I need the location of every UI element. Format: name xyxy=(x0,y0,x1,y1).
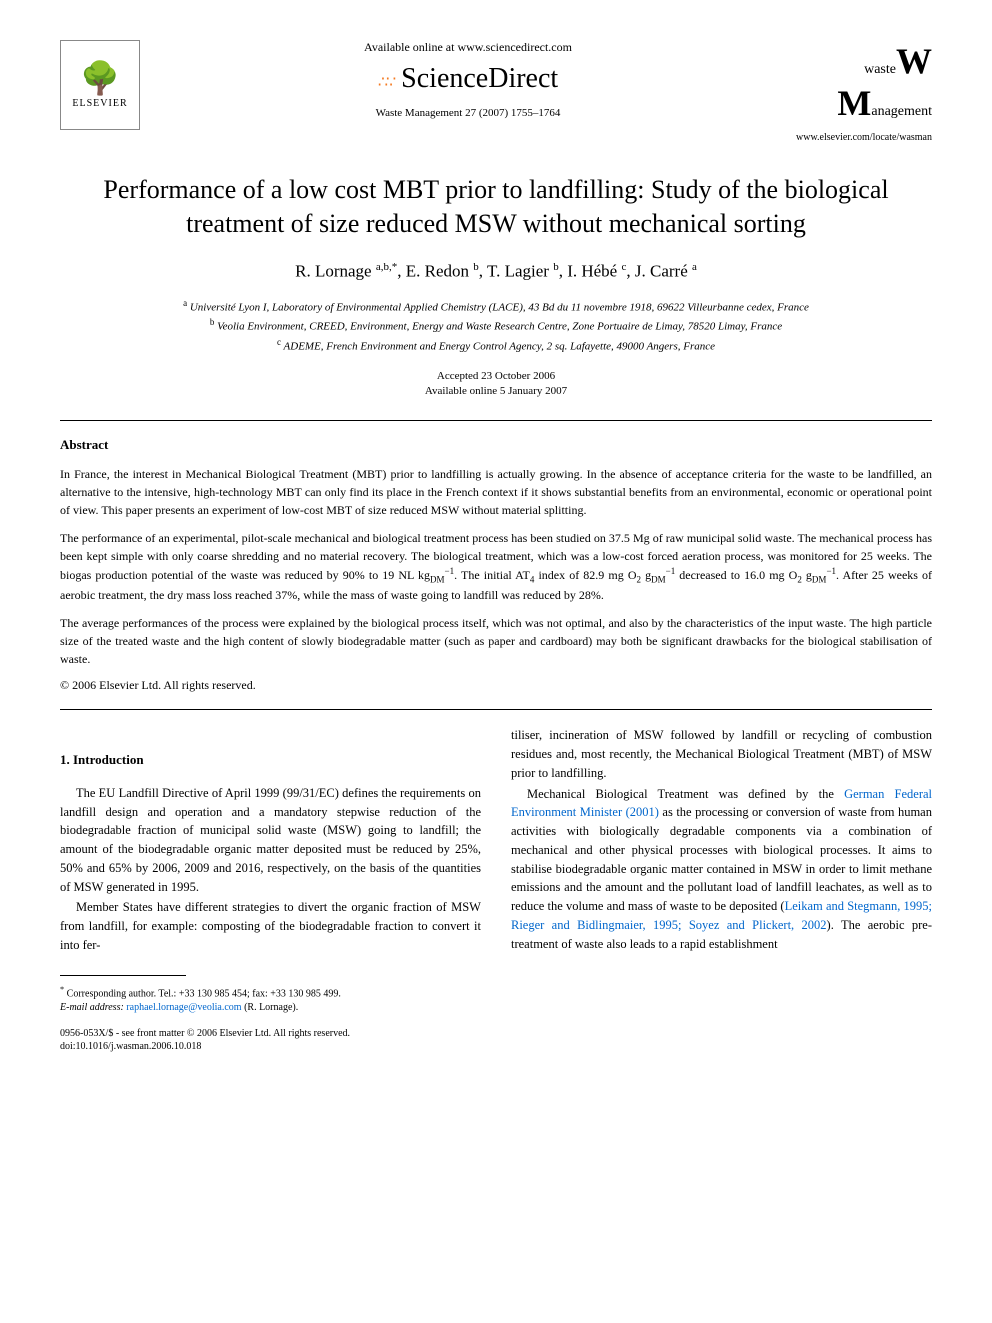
abstract-p2-2: . The initial AT xyxy=(454,568,530,582)
dates-block: Accepted 23 October 2006 Available onlin… xyxy=(60,369,932,400)
abstract-p2-sup3: −1 xyxy=(826,566,836,576)
body-col1-p2: Member States have different strategies … xyxy=(60,898,481,954)
author-5-sup: a xyxy=(692,261,697,273)
abstract-p2-sub1: DM xyxy=(430,574,445,584)
affiliations: a Université Lyon I, Laboratory of Envir… xyxy=(60,297,932,354)
paper-title: Performance of a low cost MBT prior to l… xyxy=(60,173,932,241)
author-2: , E. Redon xyxy=(397,261,473,280)
email-name: (R. Lornage). xyxy=(242,1002,299,1013)
abstract-p2-sup2: −1 xyxy=(666,566,676,576)
available-online-text: Available online at www.sciencedirect.co… xyxy=(140,40,796,55)
email-link[interactable]: raphael.lornage@veolia.com xyxy=(126,1002,241,1013)
email-label: E-mail address: xyxy=(60,1002,126,1013)
body-column-right: tiliser, incineration of MSW followed by… xyxy=(511,726,932,1053)
body-column-left: 1. Introduction The EU Landfill Directiv… xyxy=(60,726,481,1053)
abstract-p2: The performance of an experimental, pilo… xyxy=(60,529,932,605)
journal-waste-text: waste xyxy=(864,62,896,77)
journal-logo-block: wasteW Management www.elsevier.com/locat… xyxy=(796,40,932,143)
body-col2-p1: tiliser, incineration of MSW followed by… xyxy=(511,726,932,782)
author-1-sup: a,b,* xyxy=(376,261,397,273)
affiliation-a: a Université Lyon I, Laboratory of Envir… xyxy=(60,297,932,316)
abstract-p1: In France, the interest in Mechanical Bi… xyxy=(60,465,932,519)
author-1: R. Lornage xyxy=(295,261,376,280)
journal-url: www.elsevier.com/locate/wasman xyxy=(796,132,932,143)
corresponding-author: * Corresponding author. Tel.: +33 130 98… xyxy=(60,984,481,1015)
affiliation-c: c ADEME, French Environment and Energy C… xyxy=(60,336,932,355)
accepted-date: Accepted 23 October 2006 xyxy=(60,369,932,384)
issn-line: 0956-053X/$ - see front matter © 2006 El… xyxy=(60,1027,481,1040)
affiliation-b: b Veolia Environment, CREED, Environment… xyxy=(60,316,932,335)
body-col2-p2-2: as the processing or conversion of waste… xyxy=(511,805,932,913)
affiliation-b-text: Veolia Environment, CREED, Environment, … xyxy=(217,321,782,333)
author-3: , T. Lagier xyxy=(479,261,553,280)
abstract-p2-3: index of 82.9 mg O xyxy=(534,568,636,582)
abstract-p2-sub6: DM xyxy=(812,574,827,584)
abstract-p2-5: decreased to 16.0 mg O xyxy=(675,568,797,582)
corresponding-text: Corresponding author. Tel.: +33 130 985 … xyxy=(64,988,341,999)
footer-bottom: 0956-053X/$ - see front matter © 2006 El… xyxy=(60,1027,481,1053)
affiliation-c-text: ADEME, French Environment and Energy Con… xyxy=(284,340,715,352)
header-row: 🌳 ELSEVIER Available online at www.scien… xyxy=(60,40,932,143)
footer-divider xyxy=(60,975,186,976)
copyright-line: © 2006 Elsevier Ltd. All rights reserved… xyxy=(60,678,932,693)
abstract-heading: Abstract xyxy=(60,437,932,453)
journal-w-icon: W xyxy=(896,41,932,81)
journal-citation: Waste Management 27 (2007) 1755–1764 xyxy=(140,107,796,119)
center-header: Available online at www.sciencedirect.co… xyxy=(140,40,796,119)
section-1-heading: 1. Introduction xyxy=(60,750,481,770)
abstract-p2-sub4: DM xyxy=(651,574,666,584)
abstract-p3: The average performances of the process … xyxy=(60,614,932,668)
sciencedirect-text: ScienceDirect xyxy=(401,63,558,94)
abstract-p2-6: g xyxy=(802,568,812,582)
doi-line: doi:10.1016/j.wasman.2006.10.018 xyxy=(60,1040,481,1053)
sciencedirect-logo: ∴∵ ScienceDirect xyxy=(140,63,796,95)
elsevier-tree-icon: 🌳 xyxy=(80,62,120,94)
sd-dots-icon: ∴∵ xyxy=(378,74,394,91)
author-5: , J. Carré xyxy=(626,261,692,280)
abstract-p2-sup1: −1 xyxy=(445,566,455,576)
body-col2-p2: Mechanical Biological Treatment was defi… xyxy=(511,785,932,954)
elsevier-logo: 🌳 ELSEVIER xyxy=(60,40,140,130)
divider-top xyxy=(60,420,932,421)
author-4: , I. Hébé xyxy=(559,261,622,280)
authors-line: R. Lornage a,b,*, E. Redon b, T. Lagier … xyxy=(60,261,932,282)
journal-management-text: anagement xyxy=(871,104,932,119)
elsevier-label: ELSEVIER xyxy=(72,98,127,109)
body-col1-p1: The EU Landfill Directive of April 1999 … xyxy=(60,784,481,897)
affiliation-a-text: Université Lyon I, Laboratory of Environ… xyxy=(190,302,809,314)
body-columns: 1. Introduction The EU Landfill Directiv… xyxy=(60,726,932,1053)
available-date: Available online 5 January 2007 xyxy=(60,384,932,399)
abstract-p2-4: g xyxy=(641,568,651,582)
journal-logo: wasteW Management xyxy=(796,40,932,124)
divider-bottom xyxy=(60,709,932,710)
body-col2-p2-1: Mechanical Biological Treatment was defi… xyxy=(527,787,844,801)
journal-m-icon: M xyxy=(837,83,871,123)
